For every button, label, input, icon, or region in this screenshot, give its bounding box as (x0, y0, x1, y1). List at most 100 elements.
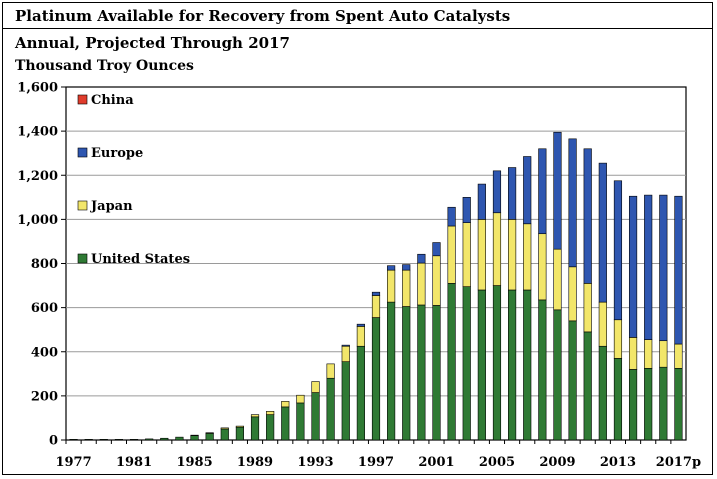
bar-united-states-2008 (538, 299, 547, 441)
bar-japan-2007 (523, 223, 532, 291)
bar-united-states-2001 (432, 305, 441, 441)
bar-europe-2002 (447, 206, 456, 227)
x-tick-label: 2013 (600, 455, 636, 470)
bar-united-states-1998 (387, 301, 396, 441)
bar-united-states-2006 (508, 289, 517, 441)
bar-japan-2017p (674, 343, 683, 369)
bar-europe-2013 (613, 180, 623, 321)
bar-europe-1997 (371, 291, 381, 296)
bar-united-states-2014 (628, 369, 638, 441)
bar-europe-2006 (508, 167, 517, 220)
bar-japan-1986 (205, 432, 214, 434)
bar-japan-1987 (220, 427, 229, 430)
y-tick-label: 0 (49, 434, 58, 449)
bar-united-states-1979 (99, 439, 108, 441)
bar-japan-1992 (296, 394, 305, 404)
bar-united-states-2007 (523, 289, 532, 441)
bar-europe-2014 (628, 195, 638, 338)
legend-label-china: China (91, 93, 134, 108)
bar-europe-2016 (659, 194, 668, 342)
bar-japan-1998 (387, 269, 396, 303)
bar-united-states-1986 (205, 433, 214, 441)
chart-subtitle: Annual, Projected Through 2017 (15, 34, 290, 52)
bar-japan-1999 (402, 269, 411, 307)
legend-label-united-states: United States (91, 252, 190, 267)
legend-swatch-china (77, 94, 88, 105)
bar-europe-1999 (402, 264, 411, 271)
x-tick-label: 1993 (297, 455, 333, 470)
bar-europe-2007 (523, 156, 532, 225)
bar-japan-2011 (583, 283, 592, 333)
bar-united-states-1984 (175, 436, 184, 441)
y-tick-label: 200 (31, 389, 58, 404)
y-tick-label: 1,200 (17, 169, 58, 184)
y-tick-label: 400 (31, 345, 58, 360)
bar-united-states-1985 (190, 435, 199, 441)
bar-united-states-1987 (220, 428, 229, 441)
bar-united-states-2009 (553, 309, 562, 441)
bar-united-states-1978 (84, 439, 93, 441)
bar-united-states-1981 (129, 439, 139, 441)
x-tick-label: 1977 (55, 455, 91, 470)
x-tick-label: 1985 (176, 455, 212, 470)
bar-europe-2004 (477, 183, 486, 220)
bar-united-states-2012 (598, 345, 607, 441)
bar-japan-1991 (281, 401, 290, 408)
bar-japan-2006 (508, 219, 517, 291)
bar-united-states-1988 (235, 426, 244, 441)
bar-japan-1995 (341, 345, 350, 362)
x-tick-label: 2001 (418, 455, 454, 470)
legend-label-japan: Japan (90, 199, 133, 214)
bar-europe-2015 (644, 194, 653, 340)
bar-europe-2009 (553, 131, 562, 250)
bar-japan-2001 (432, 255, 441, 306)
bar-japan-2013 (613, 319, 623, 359)
y-axis-unit-label: Thousand Troy Ounces (15, 58, 194, 74)
bar-europe-2000 (417, 253, 426, 264)
bar-europe-2017p (674, 195, 683, 345)
bar-japan-2008 (538, 233, 547, 301)
bar-united-states-2003 (462, 286, 471, 441)
bar-japan-2005 (492, 212, 502, 286)
bar-united-states-2000 (417, 304, 426, 441)
bar-united-states-1999 (402, 306, 411, 441)
bar-united-states-2002 (447, 283, 456, 441)
x-tick-label: 2009 (539, 455, 575, 470)
bar-united-states-1983 (160, 437, 169, 441)
bar-united-states-2005 (492, 285, 502, 441)
bar-united-states-2017p (674, 367, 683, 441)
bar-united-states-1991 (281, 406, 290, 441)
bar-europe-1998 (387, 265, 396, 271)
bar-europe-2005 (492, 170, 502, 214)
bar-europe-2001 (432, 242, 441, 257)
y-tick-label: 1,000 (17, 213, 58, 228)
legend-swatch-europe (77, 147, 88, 158)
bar-japan-2010 (568, 266, 577, 322)
bar-united-states-1994 (326, 377, 335, 441)
y-tick-label: 1,600 (17, 81, 58, 96)
bar-japan-1993 (311, 381, 320, 393)
bar-united-states-1989 (250, 416, 260, 441)
bar-united-states-2010 (568, 320, 577, 441)
bar-japan-2014 (628, 337, 638, 370)
bar-europe-2003 (462, 197, 471, 223)
bar-japan-2016 (659, 340, 668, 368)
bar-united-states-1993 (311, 392, 320, 441)
chart-frame: Platinum Available for Recovery from Spe… (2, 2, 713, 475)
bar-united-states-2004 (477, 289, 486, 441)
bar-europe-2008 (538, 148, 547, 235)
bar-united-states-2016 (659, 366, 668, 441)
bar-japan-1996 (356, 326, 365, 347)
bar-japan-1990 (266, 411, 275, 415)
bar-united-states-1980 (114, 439, 124, 441)
bar-united-states-1997 (371, 317, 381, 441)
x-tick-label: 1997 (358, 455, 394, 470)
legend-label-europe: Europe (91, 146, 143, 161)
bar-japan-2003 (462, 222, 471, 287)
legend-swatch-japan (77, 200, 88, 211)
title-bar: Platinum Available for Recovery from Spe… (3, 3, 712, 29)
bar-japan-2009 (553, 248, 562, 311)
legend-swatch-united-states (77, 253, 88, 264)
bar-united-states-1990 (266, 414, 275, 441)
